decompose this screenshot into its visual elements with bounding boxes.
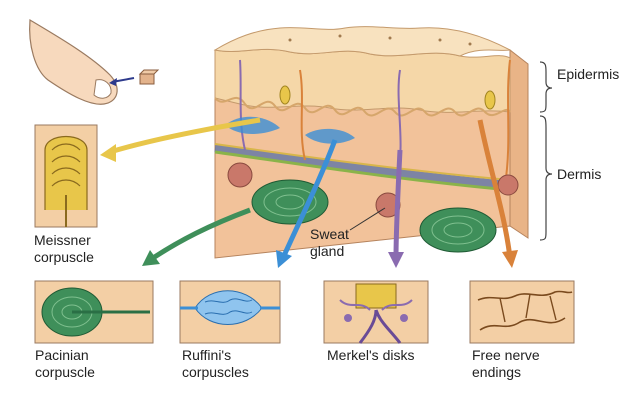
free-nerve-inset <box>469 280 575 344</box>
finger-illustration <box>29 18 160 105</box>
meissner-label: Meissner corpuscle <box>34 232 94 265</box>
meissner-inset <box>34 124 98 228</box>
merkel-inset <box>323 280 429 344</box>
dermis-bracket <box>539 115 553 241</box>
sweat-gland-label: Sweat gland <box>310 226 349 259</box>
epidermis-label: Epidermis <box>557 66 620 82</box>
ruffini-arrow <box>276 139 338 268</box>
meissner-arrow <box>100 117 261 162</box>
free-nerve-label: Free nerve endings <box>472 347 540 380</box>
pacinian-label: Pacinian corpuscle <box>35 347 95 380</box>
ruffini-label: Ruffini's corpuscles <box>182 347 249 380</box>
free-nerve-arrow <box>477 119 518 268</box>
epidermis-bracket <box>539 61 553 113</box>
merkel-arrow <box>388 149 404 268</box>
ruffini-inset <box>179 280 281 344</box>
dermis-label: Dermis <box>557 166 602 182</box>
pacinian-arrow <box>142 207 251 266</box>
skin-block <box>213 26 529 259</box>
merkel-label: Merkel's disks <box>327 347 415 363</box>
pacinian-inset <box>34 280 154 344</box>
sweat-gland-leader <box>349 207 386 231</box>
